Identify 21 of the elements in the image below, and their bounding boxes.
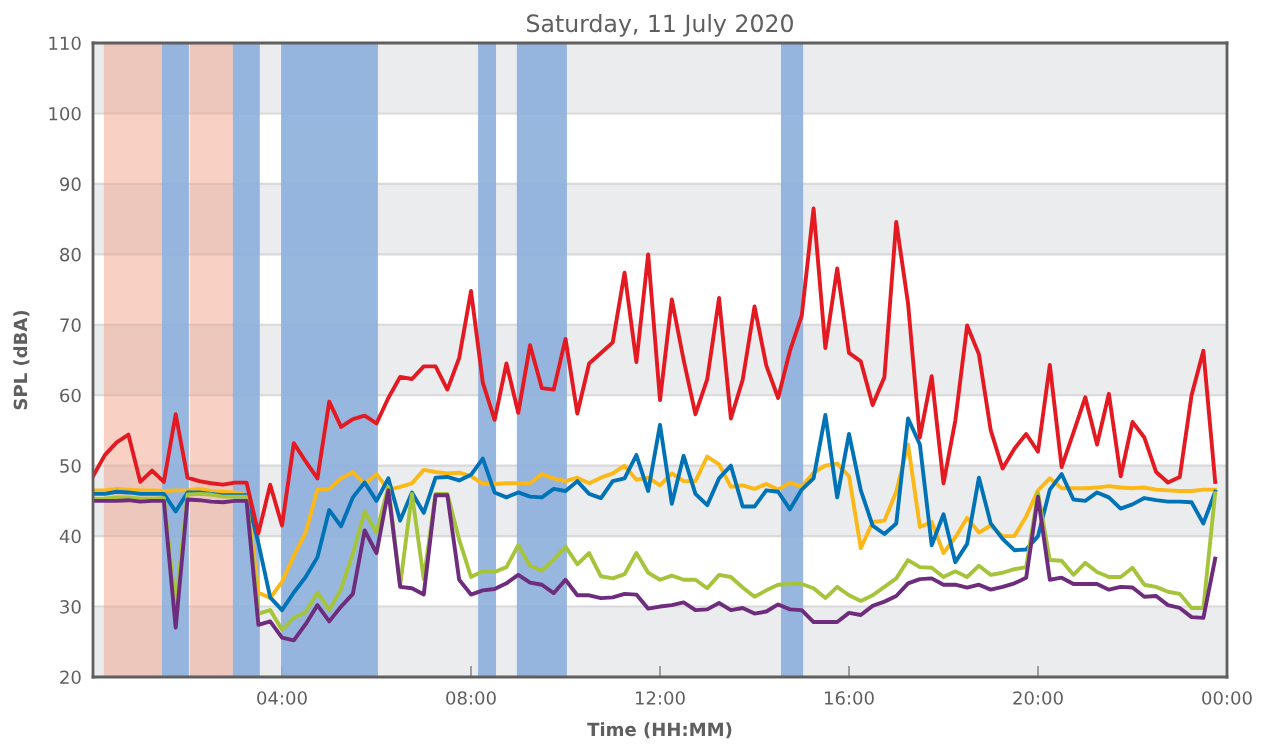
x-tick-label: 20:00 — [1013, 691, 1063, 705]
y-tick-label: 40 — [59, 529, 81, 544]
x-tick-label: 16:00 — [824, 691, 874, 705]
y-tick-label: 80 — [60, 247, 81, 262]
y-tick-label: 20 — [60, 670, 81, 685]
x-axis-title: Time (HH:MM) — [587, 722, 732, 739]
y-tick-label: 60 — [60, 388, 81, 403]
y-tick-label: 100 — [49, 106, 81, 121]
y-tick-label: 70 — [60, 318, 81, 332]
x-tick-label: 00:00 — [1202, 691, 1252, 705]
x-tick-label: 12:00 — [635, 691, 685, 705]
x-tick-label: 08:00 — [446, 691, 496, 705]
y-tick-label: 90 — [60, 177, 81, 192]
line-series — [93, 413, 1218, 613]
y-tick-label: 30 — [60, 600, 81, 614]
y-tick-label: 110 — [49, 36, 81, 51]
chart-title: Saturday, 11 July 2020 — [527, 13, 793, 37]
y-tick-label: 50 — [60, 459, 81, 473]
line-series — [93, 206, 1218, 536]
x-tick-label: 04:00 — [257, 691, 307, 705]
y-axis-title: SPL (dBA) — [13, 310, 30, 410]
